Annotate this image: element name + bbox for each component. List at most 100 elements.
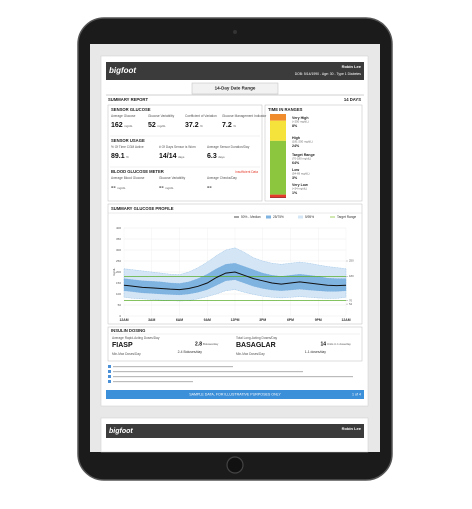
tir-percent: 64% (292, 161, 300, 165)
legend-swatch (266, 215, 271, 219)
report-header (106, 62, 364, 80)
section-title: BLOOD GLUCOSE METER (111, 169, 164, 174)
dose-unit: Units in 1 dose/day (327, 342, 351, 346)
stat-unit: mg/dL (157, 124, 166, 128)
legend-label: 50% - Median (241, 215, 261, 219)
tir-range: (54-69 mg/dL) (292, 172, 310, 176)
legend-label: Target Range (337, 215, 356, 219)
insulin-name: BASAGLAR (236, 342, 276, 349)
tir-box (264, 104, 363, 202)
y-tick-label: 150 (116, 281, 121, 285)
stat-value: 37.2 (185, 122, 199, 129)
glucose-profile: SUMMARY GLUCOSE PROFILE 50% - Median 25/75… (108, 206, 362, 322)
y-axis-label: mg/dL (112, 268, 116, 277)
stat-label: % Of Time CGM Active (111, 145, 144, 149)
stat-value: 89.1 (111, 153, 125, 160)
profile-title: SUMMARY GLUCOSE PROFILE (111, 206, 174, 211)
stat-label: Average Checks/Day (207, 176, 237, 180)
bg-note: Insufficient Data (235, 170, 258, 174)
insulin-name: FIASP (112, 342, 133, 349)
range-label: Min-Max Doses/Day (236, 352, 265, 356)
tir-segment (270, 140, 286, 195)
patient-details: DOB: 5/14/1990 - Age: 30 - Type 1 Diabet… (295, 72, 362, 76)
footnote-line (113, 381, 193, 383)
footnote-icon (108, 380, 111, 383)
y-tick-label: 0 (119, 314, 121, 318)
patient-name: Robin Lee (342, 426, 362, 431)
stat-label: Glucose Variability (159, 176, 186, 180)
tir-percent: 24% (292, 144, 300, 148)
home-button[interactable] (226, 456, 244, 474)
right-tick-label: 54 (349, 302, 353, 306)
tir-percent: 8% (292, 124, 298, 128)
stat-label: Average Glucose (111, 114, 136, 118)
tir-range: (181-250 mg/dL) (292, 140, 313, 144)
x-tick-label: 6AM (176, 318, 183, 322)
report-days: 14 DAYS (344, 97, 361, 102)
x-tick-label: 6PM (287, 318, 294, 322)
x-tick-label: 3AM (148, 318, 155, 322)
section-title: SENSOR USAGE (111, 138, 145, 143)
page-number: 1 of 4 (352, 392, 361, 396)
dose-value: 2.8 (195, 341, 202, 347)
median-line (123, 271, 347, 291)
report-page (100, 55, 369, 407)
y-tick-label: 200 (116, 270, 121, 274)
x-tick-label: 12AM (341, 318, 350, 322)
y-tick-label: 400 (116, 226, 121, 230)
stat-label: Average Sensor Duration/Day (207, 145, 250, 149)
stat-unit: days (178, 155, 185, 159)
stat-value: 7.2 (222, 122, 232, 129)
stat-unit: mg/dL (124, 124, 133, 128)
stat-value: 6.3 (207, 153, 217, 160)
legend-label: 5/95% (305, 215, 314, 219)
footnote-icon (108, 375, 111, 378)
stats-box (107, 104, 263, 202)
range-label: Min-Max Doses/Day (112, 352, 141, 356)
tir-name: High (292, 136, 300, 140)
tir-segment (270, 120, 286, 141)
legend-swatch (298, 215, 303, 219)
band-25-75 (123, 263, 347, 296)
tir-range: (70-180 mg/dL) (292, 157, 311, 161)
tir-segment (270, 114, 286, 121)
stat-value: -- (159, 184, 164, 191)
stat-unit: mg/dL (117, 186, 126, 190)
legend-label: 25/75% (273, 215, 284, 219)
stat-unit: % (126, 155, 129, 159)
y-tick-label: 250 (116, 259, 121, 263)
section-title: SENSOR GLUCOSE (111, 107, 151, 112)
x-tick-label: 12AM (119, 318, 128, 322)
stat-label: Coefficient of Variation (185, 114, 217, 118)
y-tick-label: 350 (116, 237, 121, 241)
date-range[interactable]: 14-Day Date Range (215, 86, 256, 91)
date-range-tab[interactable] (191, 82, 279, 95)
footnote-line (113, 371, 303, 373)
stat-unit: % (200, 124, 203, 128)
patient-name: Robin Lee (342, 64, 362, 69)
tir-range: (<54 mg/dL) (292, 187, 307, 191)
stat-value: 162 (111, 122, 123, 129)
dose-range: 1-1 doses/day (305, 350, 327, 354)
stat-label: Glucose Variability (148, 114, 175, 118)
dose-value: 14 (320, 341, 326, 347)
y-tick-label: 100 (116, 292, 121, 296)
footnote-line (113, 366, 233, 368)
right-tick-label: 70 (349, 298, 353, 302)
tir-percent: 1% (292, 191, 298, 195)
tir-name: Low (292, 168, 299, 172)
footer-note: SAMPLE DATA, FOR ILLUSTRATIVE PURPOSES O… (189, 392, 281, 396)
x-tick-label: 12PM (231, 318, 240, 322)
logo: bigfoot (109, 66, 136, 75)
tir-segment (270, 194, 286, 198)
stat-label: Glucose Management Indicator (222, 114, 267, 118)
x-tick-label: 3PM (259, 318, 266, 322)
x-tick-label: 9PM (315, 318, 322, 322)
right-tick-label: 180 (349, 274, 354, 278)
insulin-box (107, 326, 363, 362)
next-header (106, 424, 364, 438)
logo: bigfoot (109, 428, 133, 435)
tir-title: TIME IN RANGES (268, 107, 303, 112)
stat-value: -- (111, 184, 116, 191)
